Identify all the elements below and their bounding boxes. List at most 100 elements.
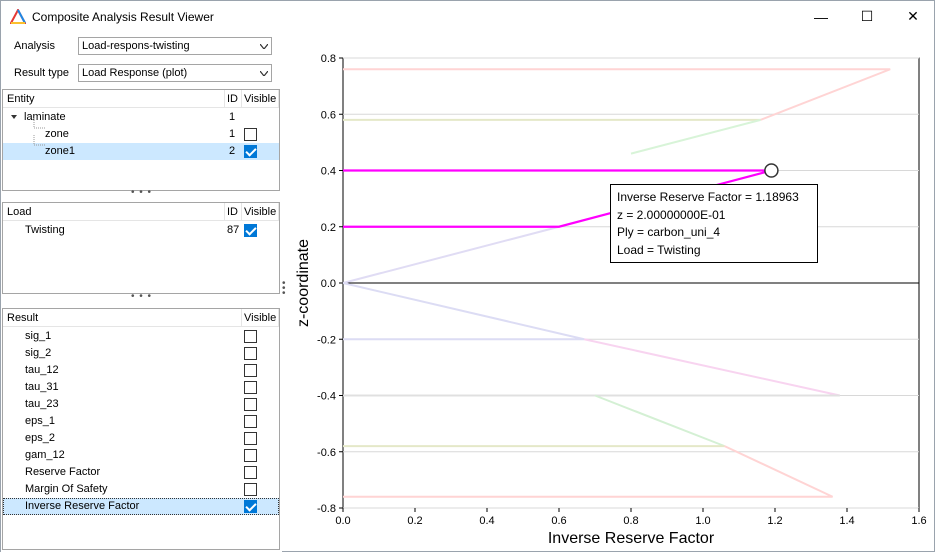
minimize-icon: —: [814, 8, 828, 25]
visible-checkbox[interactable]: [244, 432, 257, 445]
visible-column-header[interactable]: Visible: [242, 203, 279, 221]
visible-checkbox[interactable]: [244, 128, 257, 141]
selected-point-marker[interactable]: [764, 163, 779, 178]
analysis-dropdown[interactable]: Load-respons-twisting: [78, 37, 272, 55]
tooltip-ply-line: Ply = carbon_uni_4: [617, 225, 721, 239]
x-axis-label: Inverse Reserve Factor: [548, 530, 715, 547]
panel-splitter-handle[interactable]: • • •: [131, 187, 153, 198]
series-line: [342, 225, 560, 284]
analysis-value: Load-respons-twisting: [82, 40, 190, 52]
series-line: [583, 338, 841, 397]
visible-checkbox[interactable]: [244, 449, 257, 462]
visible-checkbox[interactable]: [244, 364, 257, 377]
plot-area: -0.8 -0.6 -0.4 -0.2 0.0 0.2 0.4 0.6 0.8 0.0 0.2 0.4…: [295, 53, 927, 547]
result-item-label: sig_1: [25, 330, 52, 342]
tree-row-zone1[interactable]: zone1 2: [3, 135, 279, 160]
tick-label-x: 0.8: [623, 515, 638, 527]
load-item-id: 87: [227, 224, 240, 236]
tick-label-x: 0.2: [407, 515, 422, 527]
tooltip-z-line: z = 2.00000000E-01: [617, 207, 726, 222]
load-table: Load ID Visible Twisting 87: [2, 202, 280, 294]
result-row[interactable]: sig_2: [3, 345, 279, 362]
visible-checkbox[interactable]: [244, 330, 257, 343]
result-row[interactable]: Margin Of Safety: [3, 481, 279, 498]
visible-checkbox[interactable]: [244, 500, 257, 513]
tick-label-y: 0.0: [321, 278, 336, 290]
series-line: [343, 68, 891, 121]
result-item-label: Margin Of Safety: [25, 483, 108, 495]
series-line: [343, 445, 834, 498]
visible-column-header[interactable]: Visible: [242, 90, 279, 108]
result-type-dropdown[interactable]: Load Response (plot): [78, 64, 272, 82]
result-item-label: sig_2: [25, 347, 52, 359]
tick-label-x: 0.4: [479, 515, 494, 527]
vertical-splitter-handle[interactable]: • • •: [282, 278, 286, 299]
tick-label-x: 1.0: [695, 515, 710, 527]
close-button[interactable]: ✕: [890, 1, 935, 32]
visible-checkbox[interactable]: [244, 398, 257, 411]
maximize-button[interactable]: ☐: [844, 1, 890, 32]
load-column-header[interactable]: Load: [3, 203, 225, 221]
result-item-label: tau_23: [25, 398, 59, 410]
tick-label-y: -0.8: [317, 503, 336, 515]
tick-label-y: 0.8: [321, 53, 336, 65]
load-row-twisting[interactable]: Twisting 87: [3, 222, 279, 239]
result-type-value: Load Response (plot): [82, 67, 188, 79]
series-line: [594, 394, 725, 448]
result-item-label: Reserve Factor: [25, 466, 101, 478]
title-bar: Composite Analysis Result Viewer — ☐ ✕: [1, 1, 934, 32]
tick-label-y: -0.4: [317, 391, 336, 403]
visible-checkbox[interactable]: [244, 347, 257, 360]
id-column-header[interactable]: ID: [225, 203, 242, 221]
result-row[interactable]: eps_1: [3, 413, 279, 430]
chevron-down-icon: [257, 65, 271, 81]
tree-row-zone[interactable]: zone 1: [3, 118, 279, 143]
tree-item-label: zone1: [45, 145, 75, 157]
id-column-header[interactable]: ID: [225, 90, 242, 108]
minimize-button[interactable]: —: [798, 1, 844, 32]
result-row[interactable]: tau_12: [3, 362, 279, 379]
tree-item-id: 1: [229, 111, 236, 123]
entity-column-header[interactable]: Entity: [3, 90, 225, 108]
result-item-label: eps_1: [25, 415, 55, 427]
tick-label-y: 0.2: [321, 222, 336, 234]
result-row[interactable]: tau_31: [3, 379, 279, 396]
tick-label-y: -0.2: [317, 334, 336, 346]
result-row[interactable]: tau_23: [3, 396, 279, 413]
chevron-down-icon: [257, 38, 271, 54]
visible-checkbox[interactable]: [244, 466, 257, 479]
tree-item-id: 1: [229, 128, 236, 140]
analysis-label: Analysis: [14, 40, 55, 52]
result-row[interactable]: gam_12: [3, 447, 279, 464]
tick-label-y: -0.6: [317, 447, 336, 459]
tree-connector: [33, 118, 45, 129]
visible-checkbox[interactable]: [244, 381, 257, 394]
tick-label-x: 1.4: [839, 515, 854, 527]
tree-item-label: zone: [45, 128, 69, 140]
app-logo-icon: [10, 9, 26, 24]
tooltip-value-line: Inverse Reserve Factor = 1.18963: [617, 190, 799, 204]
visible-checkbox[interactable]: [244, 415, 257, 428]
window-title: Composite Analysis Result Viewer: [32, 10, 214, 24]
data-tooltip: Inverse Reserve Factor = 1.18963 z = 2.0…: [610, 184, 818, 263]
maximize-icon: ☐: [860, 8, 874, 24]
tick-label-x: 0.0: [335, 515, 350, 527]
series-line: [630, 118, 761, 155]
result-row[interactable]: Reserve Factor: [3, 464, 279, 481]
entity-table: Entity ID Visible laminate 1 zone 1 zone…: [2, 89, 280, 191]
visible-checkbox[interactable]: [244, 145, 257, 158]
result-row[interactable]: sig_1: [3, 328, 279, 345]
tree-connector: [33, 135, 45, 146]
visible-checkbox[interactable]: [244, 224, 257, 237]
result-row[interactable]: eps_2: [3, 430, 279, 447]
result-column-header[interactable]: Result: [3, 309, 242, 327]
visible-column-header[interactable]: Visible: [242, 309, 279, 327]
tick-label-y: 0.4: [321, 166, 336, 178]
visible-checkbox[interactable]: [244, 483, 257, 496]
result-row[interactable]: Inverse Reserve Factor: [3, 498, 279, 515]
expand-arrow-icon[interactable]: [11, 115, 17, 120]
panel-splitter-handle[interactable]: • • •: [131, 291, 153, 302]
tick-label-x: 1.2: [767, 515, 782, 527]
